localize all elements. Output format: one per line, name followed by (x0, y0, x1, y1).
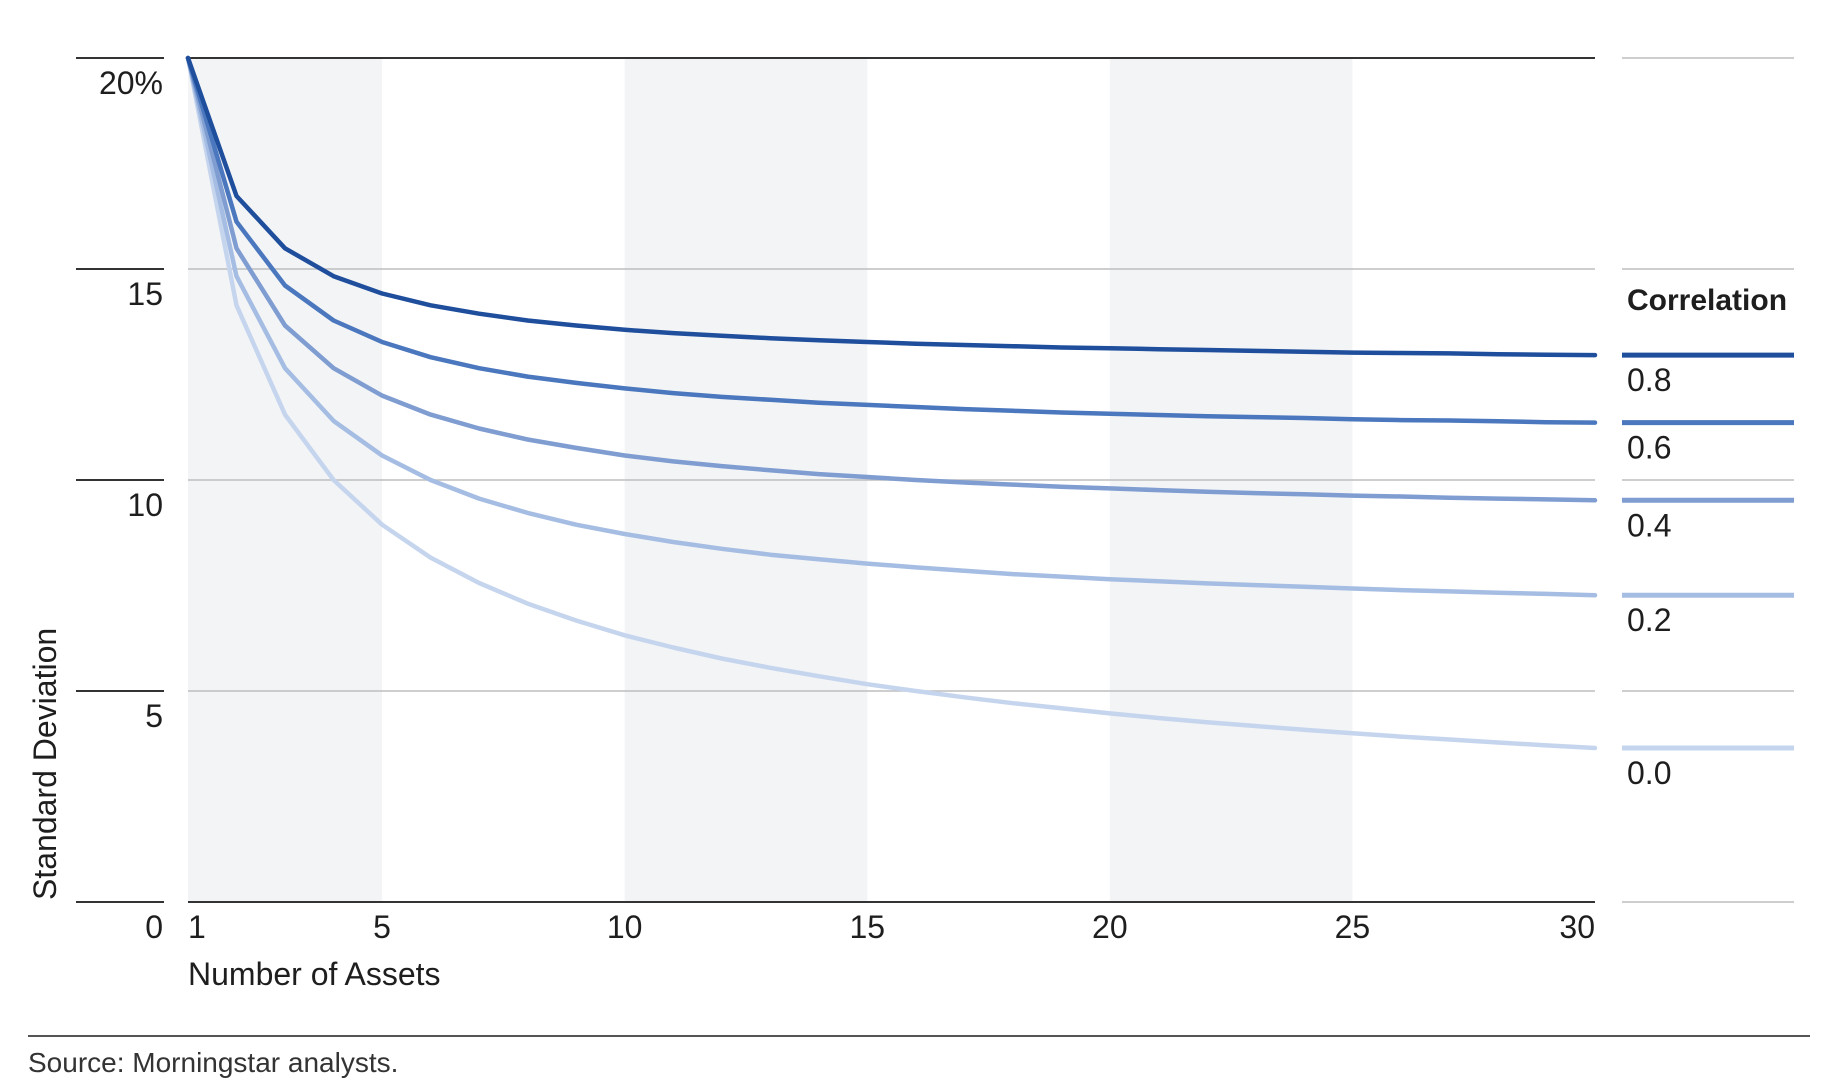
x-tick-label: 10 (607, 909, 643, 945)
x-tick-labels: 1 5 10 15 20 25 30 (188, 909, 1595, 945)
series-line (185, 55, 1598, 358)
x-tick-label: 15 (849, 909, 885, 945)
legend-label: 0.2 (1627, 602, 1671, 638)
x-tick-label: 1 (188, 909, 206, 945)
legend-label: 0.6 (1627, 430, 1671, 466)
y-tick-labels: 0 5 10 15 20% (99, 65, 163, 945)
legend: Correlation 0.8 0.6 0.4 0.2 0.0 (1622, 284, 1794, 791)
legend-label: 0.8 (1627, 362, 1671, 398)
x-tick-label: 20 (1092, 909, 1128, 945)
x-tick-label: 30 (1559, 909, 1595, 945)
series-line (185, 55, 1598, 425)
legend-label: 0.4 (1627, 507, 1671, 543)
y-tick-label: 10 (127, 487, 163, 523)
legend-title: Correlation (1627, 284, 1787, 317)
series-line (185, 55, 1598, 503)
source-note: Source: Morningstar analysts. (28, 1047, 398, 1078)
y-tick-label: 0 (145, 909, 163, 945)
series-line (185, 55, 1598, 598)
series-line (185, 55, 1598, 751)
x-tick-label: 5 (373, 909, 391, 945)
x-axis-title: Number of Assets (188, 956, 441, 992)
y-axis-title: Standard Deviation (27, 628, 63, 900)
series-lines (185, 55, 1598, 751)
y-tick-label: 15 (127, 276, 163, 312)
legend-label: 0.0 (1627, 755, 1671, 791)
x-tick-label: 25 (1335, 909, 1371, 945)
y-tick-label: 5 (145, 698, 163, 734)
y-tick-label: 20% (99, 65, 163, 101)
gridlines (76, 57, 1794, 903)
